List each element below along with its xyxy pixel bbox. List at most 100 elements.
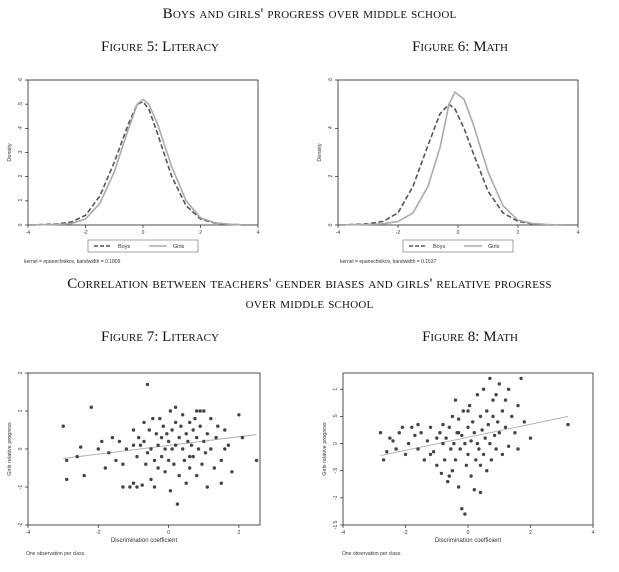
data-point [149,447,153,451]
x-tick-label: 4 [257,230,260,236]
data-point [179,424,183,428]
y-tick-label: .6 [18,78,24,82]
data-point [166,439,171,444]
data-point [503,425,508,429]
scatter-note-literacy: One observation per class. [26,551,86,557]
data-point [488,441,492,446]
data-point [447,474,451,478]
data-point [519,376,523,381]
data-point [428,452,433,457]
figure-6-title: Figure 6: Math [412,39,508,55]
data-point [124,447,129,451]
data-point [503,398,508,402]
data-point [156,443,160,447]
data-point [435,436,439,440]
data-point [460,507,464,511]
y-tick-label: 1 [333,388,339,391]
y-tick-label: .1 [18,199,24,203]
x-tick-label: 4 [592,530,595,536]
data-point [466,452,470,457]
density-note-literacy: kernel = epanechnikov, bandwidth = 0.180… [24,259,121,265]
x-tick-label: 2 [517,230,520,236]
data-point [428,425,433,429]
x-tick-label: 4 [577,230,580,236]
data-point [140,483,144,487]
data-point [450,414,455,419]
data-point [145,451,150,455]
data-point [191,454,195,459]
data-point [481,452,486,457]
data-point [491,398,495,402]
data-point [463,512,467,516]
legend-label-girls: Girls [173,244,185,250]
data-point [467,403,472,408]
data-point [135,485,139,489]
data-point [142,420,146,425]
legend-label-boys: Boys [433,244,445,250]
data-point [188,420,192,425]
data-point [131,428,136,432]
data-point [491,414,495,419]
data-point [464,463,469,467]
figure-6-density-chart: -4 -2 0 2 4 0 .2 .4 .6 Density Boys Girls [317,78,580,253]
data-point [492,433,497,438]
data-point [195,409,199,413]
data-point [237,413,241,417]
data-point [110,435,115,440]
data-point [456,417,461,421]
y-tick-label: 0 [328,223,334,226]
data-point [475,441,480,446]
data-point [195,473,199,478]
data-point [469,439,473,443]
data-point [388,436,392,440]
y-tick-label: 0 [18,223,24,226]
data-point [494,393,498,397]
data-point [170,428,174,432]
data-point [200,462,204,466]
data-point [410,425,414,429]
data-point [400,425,405,429]
figure-7-title: Figure 7: Literacy [101,329,219,345]
data-point [522,420,526,424]
data-point [163,447,167,451]
data-point [441,441,445,446]
y-tick-label: -2 [18,523,24,528]
data-point [422,458,426,462]
x-tick-label: 2 [199,230,202,236]
x-tick-label: -4 [26,230,31,236]
y-tick-label: .3 [18,150,24,154]
y-tick-label: 0 [333,442,339,445]
data-point [82,473,86,478]
plot-frame [27,79,259,226]
data-point [453,458,458,462]
data-point [96,447,101,451]
data-point [142,439,146,444]
y-tick-label: 2 [18,371,24,374]
x-tick-label: -2 [83,230,88,236]
data-point [478,414,483,419]
data-point [128,485,132,489]
data-point [175,502,180,506]
data-point [173,405,178,409]
data-point [186,439,190,444]
data-point [138,443,143,447]
data-point [466,409,470,413]
data-point [450,469,455,473]
data-point [510,414,514,419]
data-point [528,436,533,440]
data-point [168,409,173,413]
data-point [461,409,465,413]
data-point [444,436,448,440]
y-tick-label: -1.5 [333,520,339,529]
data-point [65,477,69,482]
data-point [137,435,141,440]
data-point [79,445,83,449]
data-point [446,479,450,484]
legend-label-boys: Boys [118,244,130,250]
data-point [184,432,188,436]
figure-5-title: Figure 5: Literacy [101,39,219,55]
data-point [198,409,202,413]
data-point [566,422,570,427]
y-tick-label: .6 [328,78,334,82]
